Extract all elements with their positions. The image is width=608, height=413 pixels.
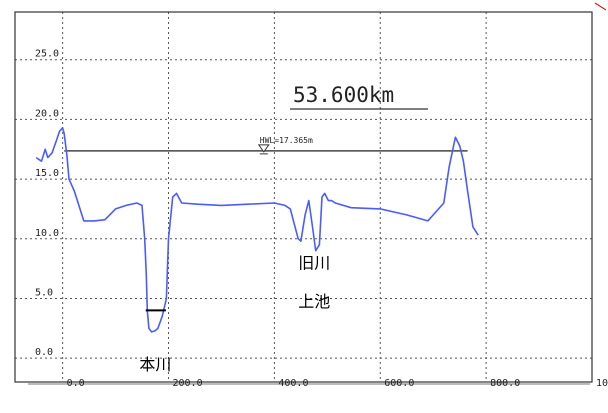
x-tick-label: 0.0 — [67, 378, 85, 389]
y-tick-label: 5.0 — [35, 287, 53, 298]
x-tick-label: 800.0 — [490, 378, 520, 389]
x-tick-label: 600.0 — [384, 378, 414, 389]
x-tick-label: 10 — [596, 378, 608, 389]
hwl-label: HWL=17.365m — [260, 136, 313, 145]
y-tick-label: 10.0 — [35, 228, 59, 239]
hwl-layer: HWL=17.365m — [64, 136, 468, 155]
x-tick-label: 200.0 — [173, 378, 203, 389]
annotation-honkawa: 本川 — [139, 355, 171, 374]
hwl-marker — [257, 144, 270, 153]
series-layer — [35, 127, 479, 333]
annotation-kamiike: 上池 — [298, 292, 330, 311]
grid-layer — [15, 12, 593, 382]
y-tick-label: 0.0 — [35, 347, 53, 358]
x-tick-label: 400.0 — [278, 378, 308, 389]
y-tick-label: 20.0 — [35, 108, 59, 119]
ground-profile-line — [35, 127, 479, 333]
chart-title: 53.600km — [293, 83, 394, 107]
annotation-kyukawa: 旧川 — [298, 254, 330, 273]
tick-layer: 0.0 5.0 10.0 15.0 20.0 25.0 0.0 200.0 400.0 600.0… — [35, 49, 608, 389]
plot-frame — [14, 11, 593, 383]
title-layer: 53.600km — [290, 83, 428, 110]
y-tick-label: 25.0 — [35, 49, 59, 60]
y-tick-label: 15.0 — [35, 168, 59, 179]
corner-mark — [594, 2, 607, 11]
